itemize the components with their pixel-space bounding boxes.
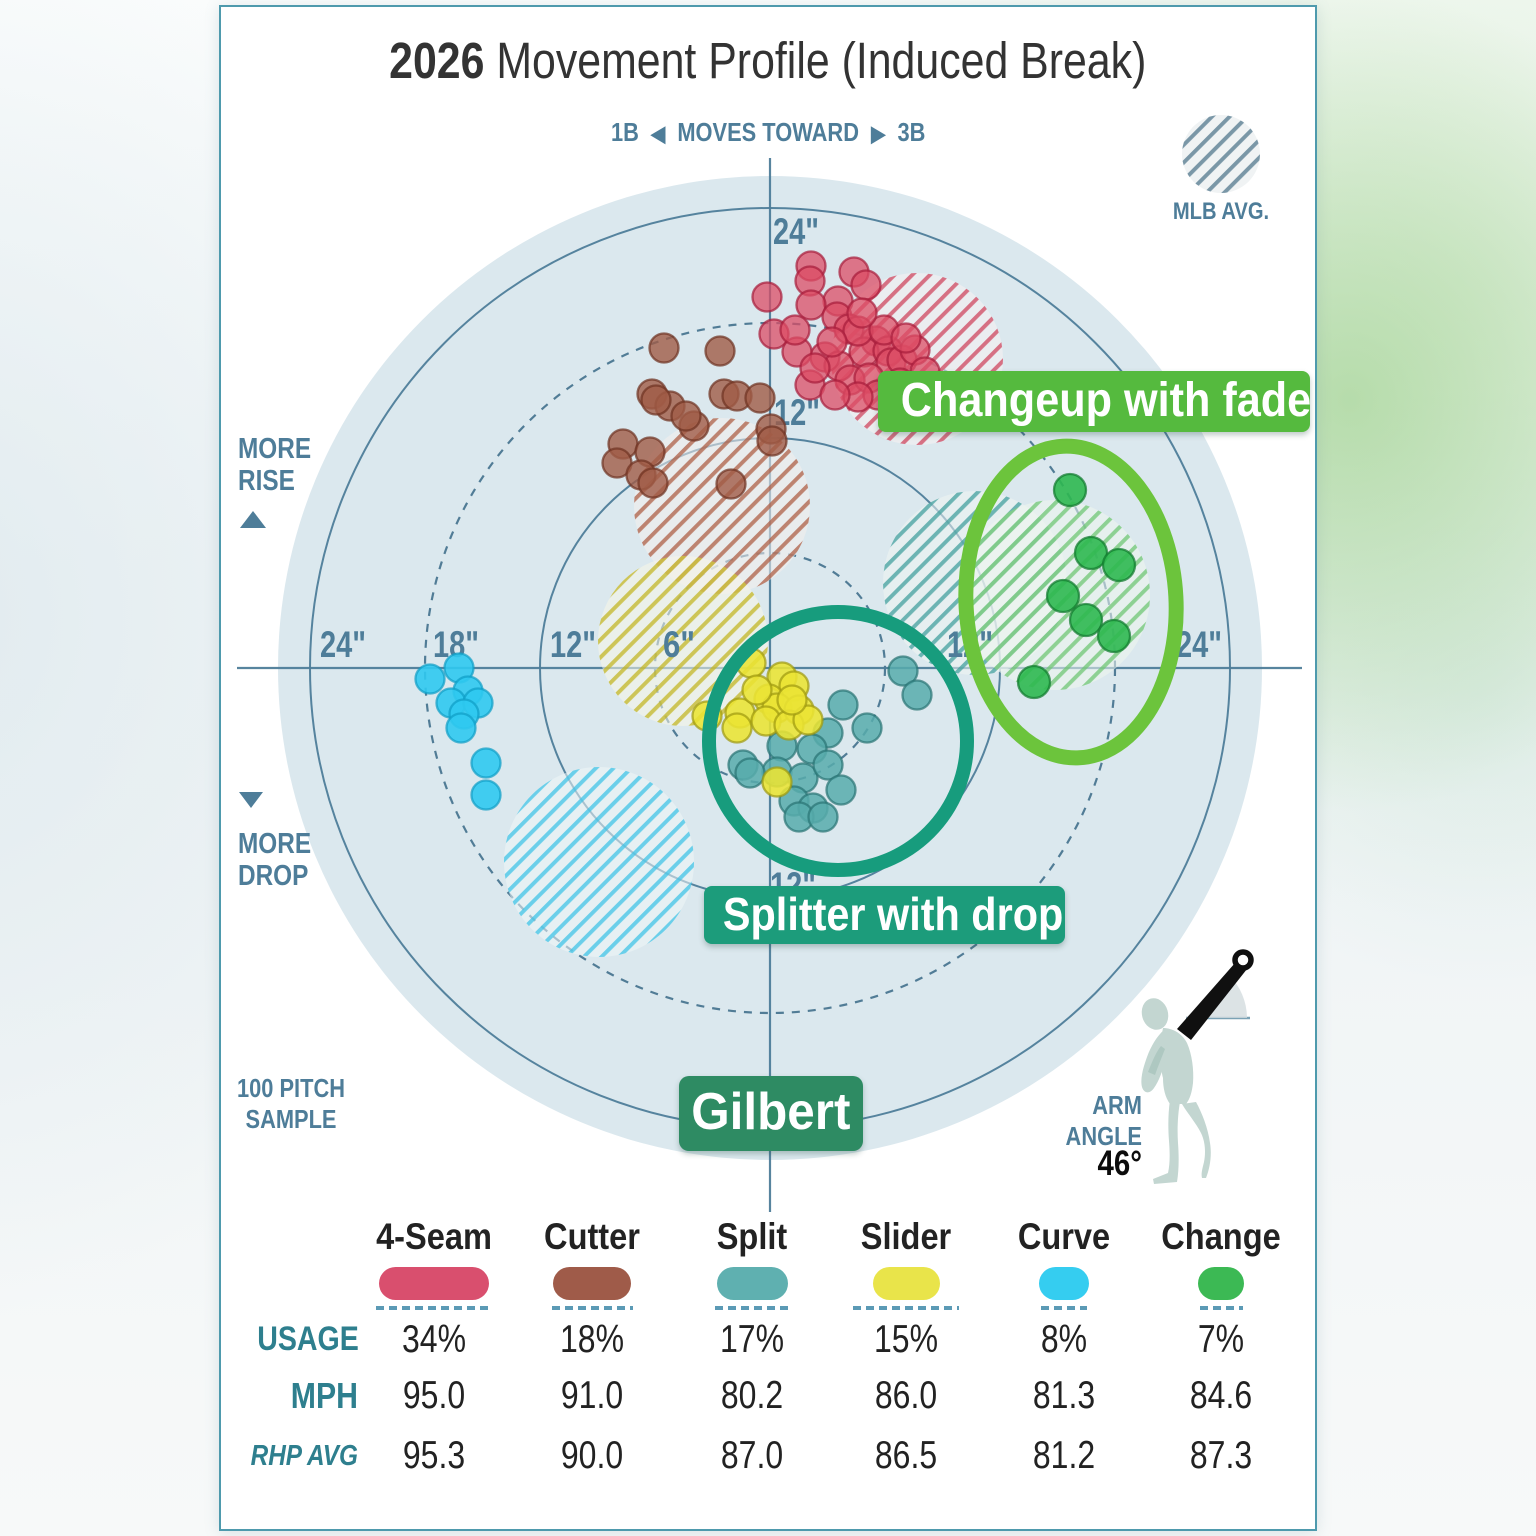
- svg-text:24": 24": [1176, 624, 1222, 665]
- svg-text:24": 24": [773, 211, 819, 252]
- svg-text:24": 24": [320, 624, 366, 665]
- svg-text:12": 12": [550, 624, 596, 665]
- svg-text:6": 6": [663, 624, 695, 665]
